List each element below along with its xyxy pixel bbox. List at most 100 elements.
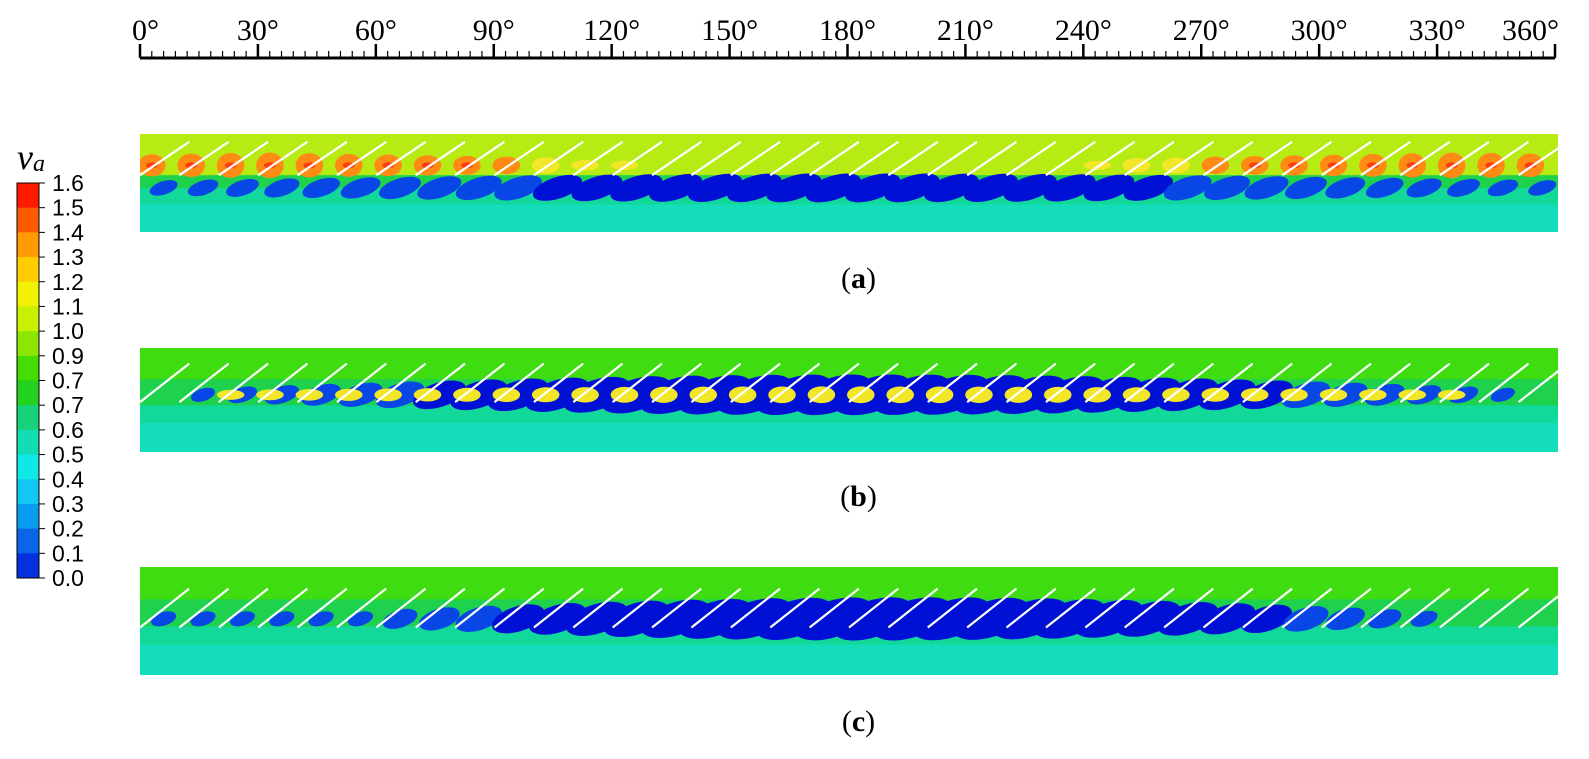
colorbar-label: 1.2: [52, 269, 84, 295]
blade: [1478, 587, 1530, 629]
blade: [651, 362, 702, 403]
blade: [927, 587, 978, 629]
blade: [1124, 140, 1175, 177]
contour-panel-a: [140, 134, 1578, 232]
high-velocity-region: [256, 389, 284, 401]
blade: [1478, 362, 1530, 403]
low-velocity-region: [649, 174, 703, 202]
colorbar-swatch: [17, 405, 39, 431]
low-velocity-region: [884, 173, 940, 203]
blade: [140, 140, 190, 177]
blade: [1163, 140, 1214, 177]
ruler-tick-label: 150°: [701, 14, 758, 47]
low-velocity-region: [225, 178, 259, 197]
ruler-tick-label: 30°: [237, 14, 279, 47]
high-velocity-region: [1201, 156, 1230, 175]
low-velocity-region: [1083, 174, 1135, 202]
ruler-tick-label: 300°: [1291, 14, 1348, 47]
blade: [769, 140, 821, 177]
blade: [1517, 369, 1558, 403]
blade: [690, 140, 742, 177]
low-velocity-region: [1528, 180, 1557, 196]
blade: [651, 140, 702, 177]
blade: [1517, 147, 1558, 177]
caption-c: (c): [841, 705, 876, 738]
blade: [454, 362, 506, 403]
blade: [218, 587, 269, 629]
high-velocity-region: [1398, 389, 1427, 401]
colorbar-swatch: [17, 355, 39, 381]
blade: [887, 587, 939, 629]
low-velocity-region: [187, 179, 219, 197]
ruler-labels: 0° 30° 60° 90° 120° 150° 180° 210° 240° 270° 300° 3…: [132, 14, 1559, 47]
blade: [769, 362, 821, 403]
blade: [730, 140, 781, 177]
blade: [1281, 587, 1333, 629]
high-velocity-region: [610, 160, 639, 170]
high-velocity-region: [1437, 389, 1466, 400]
ruler-tick-label: 180°: [819, 14, 876, 47]
colorbar-label: 0.0: [52, 565, 84, 590]
colorbar-label: 1.5: [52, 195, 84, 221]
blade: [1281, 362, 1333, 403]
low-velocity-region: [1244, 176, 1289, 200]
blade: [848, 362, 899, 403]
blade: [1163, 362, 1215, 403]
blade: [140, 362, 190, 403]
low-velocity-region: [688, 173, 743, 203]
blade: [927, 362, 978, 403]
low-velocity-region: [1123, 174, 1173, 201]
colorbar-label: 0.7: [52, 368, 84, 394]
blade: [493, 587, 545, 629]
low-velocity-region: [1241, 604, 1292, 634]
high-velocity-region: [216, 389, 245, 400]
low-velocity-region: [382, 608, 418, 629]
contour-plot-a: [140, 134, 1558, 232]
blade: [1045, 587, 1096, 629]
blade: [1084, 140, 1136, 177]
blade: [178, 140, 230, 177]
blade: [1320, 587, 1372, 629]
low-velocity-region: [455, 175, 502, 201]
low-velocity-region: [378, 176, 421, 200]
colorbar-label: 1.1: [52, 293, 84, 319]
blade: [1202, 362, 1254, 403]
low-velocity-region: [727, 173, 782, 203]
colorbar-label: 0.2: [52, 516, 84, 542]
blade: [296, 140, 348, 177]
blade: [454, 587, 506, 629]
colorbar-label: 1.6: [52, 170, 84, 196]
ruler-tick-label: 60°: [355, 14, 397, 47]
blade: [887, 140, 939, 177]
blade: [257, 362, 309, 403]
low-velocity-region: [1163, 175, 1212, 201]
blade: [454, 140, 505, 177]
colorbar-swatch: [17, 503, 39, 530]
caption-a: (a): [841, 262, 876, 295]
high-velocity-region: [1359, 389, 1387, 401]
blade: [1202, 140, 1254, 177]
blade: [651, 587, 702, 629]
panel-bottom-band: [140, 422, 1558, 452]
blade: [769, 587, 821, 629]
blade: [1045, 362, 1096, 403]
colorbar-swatch: [17, 454, 39, 480]
blade: [1439, 587, 1490, 629]
blade: [1321, 140, 1372, 177]
low-velocity-region: [845, 173, 901, 203]
blade: [178, 362, 230, 403]
blade: [1281, 140, 1333, 177]
blade: [140, 587, 190, 629]
blade: [1045, 140, 1096, 177]
low-velocity-region: [1447, 178, 1480, 197]
colorbar-swatch: [17, 257, 39, 283]
blade: [572, 362, 624, 403]
blade: [1517, 594, 1558, 629]
low-velocity-region: [1325, 177, 1366, 199]
blade: [1005, 362, 1057, 403]
low-velocity-region: [1003, 174, 1057, 202]
ruler-ticks: [138, 44, 1557, 58]
blade: [808, 140, 860, 177]
blade: [296, 362, 348, 403]
blade: [375, 140, 427, 177]
